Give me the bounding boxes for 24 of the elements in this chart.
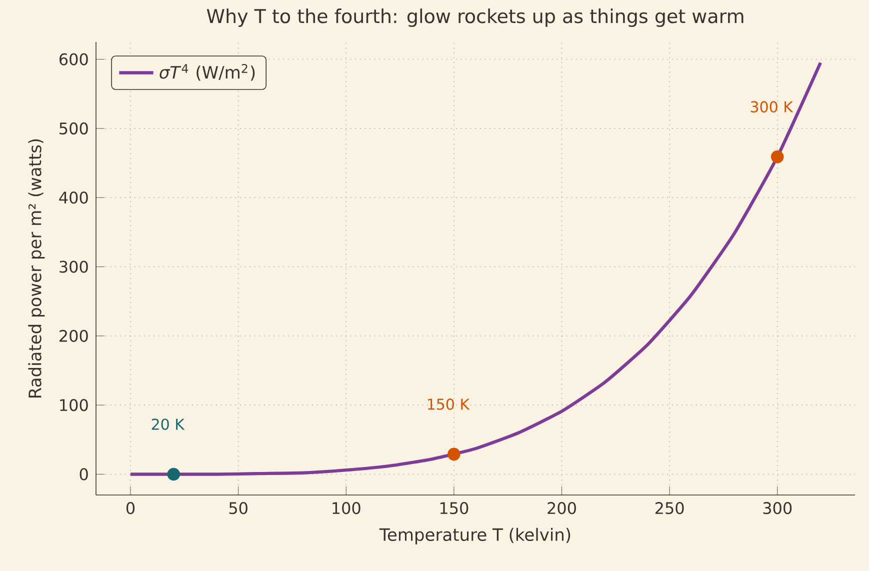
- y-tick-label: 600: [60, 53, 88, 66]
- y-tick-label: 400: [59, 192, 88, 204]
- x-tick-label: 150: [440, 502, 468, 514]
- y-axis-title: Radiated power per m² (watts): [28, 139, 45, 398]
- x-tick-label: 0: [126, 502, 135, 514]
- x-tick-label: 50: [229, 502, 248, 514]
- annotation: 20 K: [152, 418, 185, 430]
- x-tick-label: 200: [548, 502, 576, 514]
- x-tick-label: 300: [763, 502, 792, 514]
- x-tick-label: 250: [655, 502, 684, 514]
- y-tick-label: 0: [80, 468, 88, 480]
- chart-title: Why T to the fourth: glow rockets up as things get warm: [206, 8, 744, 27]
- annotation: 300 K: [750, 101, 794, 112]
- legend-label: σT$^{4}$ (W/m$^{2}$): [160, 64, 255, 81]
- x-axis-title: Temperature T (kelvin): [379, 528, 570, 544]
- x-tick-label: 100: [332, 502, 360, 514]
- point: [167, 468, 180, 481]
- annotation: 150 K: [428, 398, 470, 410]
- y-tick-label: 200: [60, 330, 88, 342]
- point: [448, 448, 460, 461]
- point: [770, 150, 784, 164]
- y-tick-label: 300: [60, 260, 88, 273]
- y-tick-label: 500: [60, 122, 88, 134]
- y-tick-label: 100: [60, 399, 88, 412]
